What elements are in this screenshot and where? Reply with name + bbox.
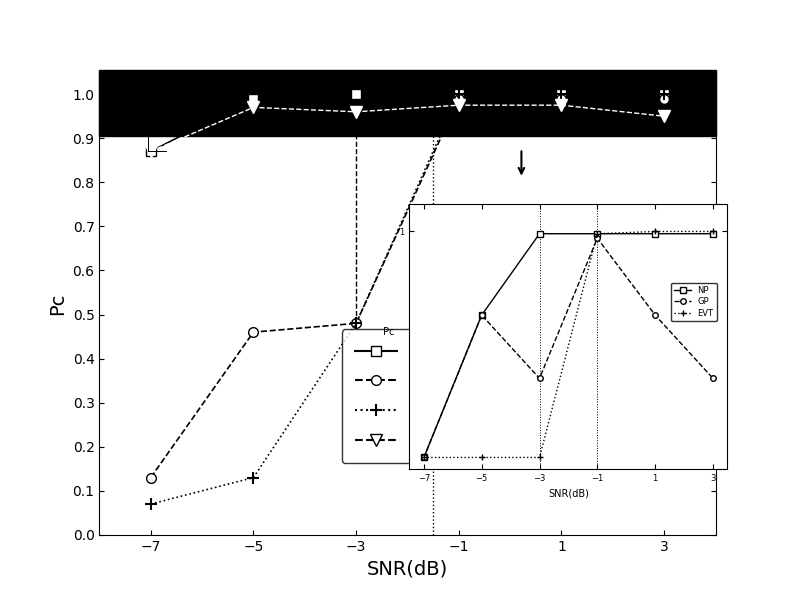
- GP: [249, 329, 258, 336]
- Legend: NP, GP, EVT: NP, GP, EVT: [671, 282, 717, 321]
- EVT: [535, 454, 545, 461]
- NP: [535, 230, 545, 237]
- EVT: [477, 454, 487, 461]
- NP: [419, 454, 429, 461]
- GP: [650, 311, 660, 319]
- EVT: [419, 454, 429, 461]
- NP: [454, 91, 463, 98]
- GP: [419, 454, 429, 461]
- Line: EVT: EVT: [421, 228, 716, 461]
- NP: [146, 148, 156, 155]
- NP: [708, 230, 718, 237]
- Line: NP: NP: [145, 90, 669, 156]
- NP: [351, 91, 361, 98]
- EVT: [351, 320, 361, 327]
- GP: [556, 95, 566, 102]
- Line: EVT: EVT: [145, 88, 670, 510]
- EVT: [556, 91, 566, 98]
- FAR: [454, 102, 463, 109]
- FAR: [556, 102, 566, 109]
- EVT: [708, 228, 718, 235]
- EVT: [454, 91, 463, 98]
- NP: [659, 91, 669, 98]
- EVT: [592, 230, 602, 237]
- FAR: [249, 104, 258, 111]
- Y-axis label: Pc: Pc: [48, 292, 67, 315]
- GP: [477, 311, 487, 319]
- GP: [659, 95, 669, 102]
- GP: [592, 234, 602, 242]
- FAR: [146, 148, 156, 155]
- Legend: NP, GP, EVT, FAR: NP, GP, EVT, FAR: [342, 329, 456, 463]
- Line: NP: NP: [421, 231, 716, 460]
- Line: GP: GP: [145, 94, 669, 483]
- GP: [351, 320, 361, 327]
- Line: GP: GP: [421, 236, 716, 460]
- NP: [249, 95, 258, 102]
- EVT: [659, 91, 669, 98]
- FAR: [659, 112, 669, 120]
- EVT: [249, 474, 258, 481]
- GP: [708, 375, 718, 382]
- Bar: [99, 70, 716, 136]
- EVT: [146, 501, 156, 508]
- Y-axis label: Pc: Pc: [382, 326, 394, 337]
- FAR: [351, 108, 361, 115]
- GP: [535, 375, 545, 382]
- NP: [477, 311, 487, 319]
- X-axis label: SNR(dB): SNR(dB): [548, 488, 589, 498]
- NP: [592, 230, 602, 237]
- GP: [146, 474, 156, 481]
- EVT: [650, 228, 660, 235]
- Line: FAR: FAR: [145, 100, 669, 157]
- X-axis label: SNR(dB): SNR(dB): [366, 560, 448, 578]
- NP: [556, 91, 566, 98]
- NP: [650, 230, 660, 237]
- GP: [454, 95, 463, 102]
